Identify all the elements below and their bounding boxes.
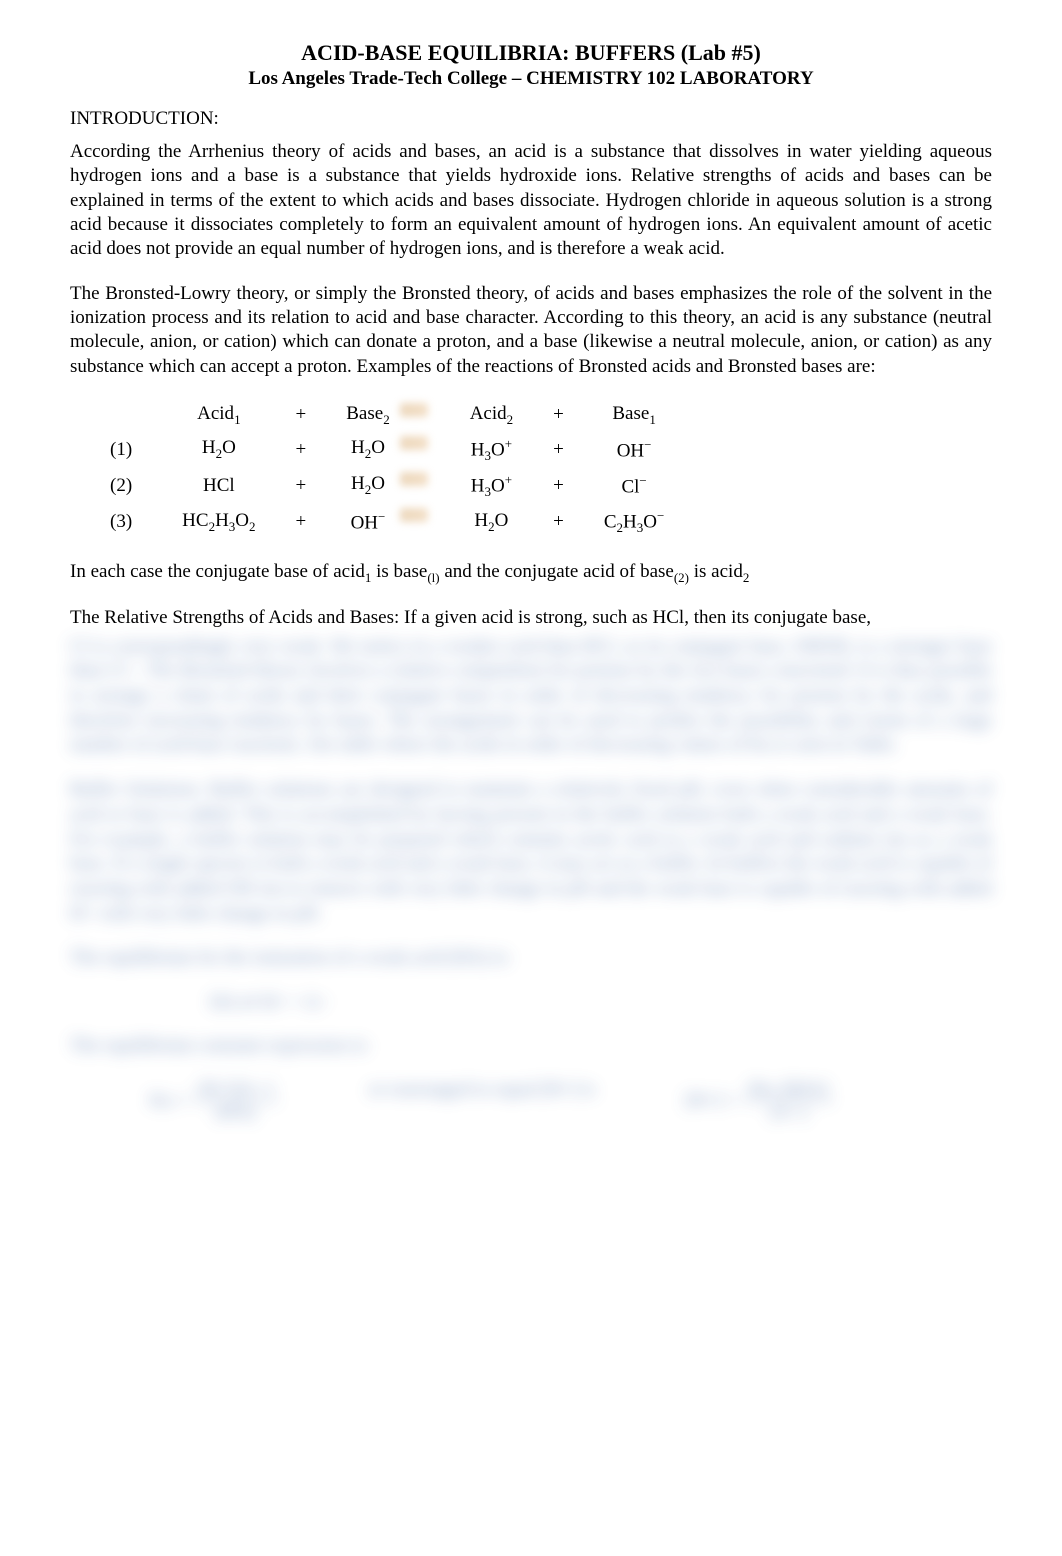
section-heading-introduction: INTRODUCTION: <box>70 108 992 130</box>
arrow-icon <box>410 468 450 504</box>
row-number: (1) <box>110 432 162 468</box>
paragraph-3: In each case the conjugate base of acid1… <box>70 560 992 586</box>
cell-acid2: H3O+ <box>450 468 533 504</box>
col-acid2: Acid2 <box>450 399 533 432</box>
cell-plus: + <box>533 468 584 504</box>
paragraph-4: The Relative Strengths of Acids and Base… <box>70 606 992 630</box>
cell-plus: + <box>276 504 327 540</box>
col-acid1: Acid1 <box>162 399 275 432</box>
cell-base1: OH− <box>584 432 685 468</box>
cell-acid2: H3O+ <box>450 432 533 468</box>
reaction-table: Acid1 + Base2 Acid2 + Base1 (1) H2O + H2… <box>110 399 684 540</box>
blurred-paragraph: The equilibrium for the ionization of a … <box>70 946 992 971</box>
cell-plus: + <box>533 432 584 468</box>
table-row: (1) H2O + H2O H3O+ + OH− <box>110 432 684 468</box>
cell-base2: OH− <box>326 504 409 540</box>
blurred-content: Cl is correspondingly very weak. We noti… <box>70 635 992 1124</box>
col-base1: Base1 <box>584 399 685 432</box>
blurred-paragraph: Cl is correspondingly very weak. We noti… <box>70 635 992 758</box>
blurred-equation-row: Ka = [H+][A−][HA] or rearranged to equal… <box>150 1079 992 1124</box>
blurred-paragraph: The equilibrium constant expression is: <box>70 1034 992 1059</box>
cell-acid1: H2O <box>162 432 275 468</box>
paragraph-2: The Bronsted-Lowry theory, or simply the… <box>70 282 992 379</box>
page-subtitle: Los Angeles Trade-Tech College – CHEMIST… <box>70 68 992 90</box>
col-base2: Base2 <box>326 399 409 432</box>
blurred-paragraph: Buffer Solutions: Buffer solutions are d… <box>70 778 992 926</box>
cell-acid1: HC2H3O2 <box>162 504 275 540</box>
cell-acid1: HCl <box>162 468 275 504</box>
cell-base1: C2H3O− <box>584 504 685 540</box>
page-title: ACID-BASE EQUILIBRIA: BUFFERS (Lab #5) <box>70 40 992 66</box>
cell-base1: Cl− <box>584 468 685 504</box>
table-row: (3) HC2H3O2 + OH− H2O + C2H3O− <box>110 504 684 540</box>
cell-plus: + <box>276 468 327 504</box>
blurred-equation: HA ⇌ H+ + A− <box>210 991 992 1014</box>
paragraph-1: According the Arrhenius theory of acids … <box>70 140 992 262</box>
cell-acid2: H2O <box>450 504 533 540</box>
cell-plus: + <box>533 504 584 540</box>
cell-base2: H2O <box>326 432 409 468</box>
arrow-icon <box>410 432 450 468</box>
arrow-icon <box>410 399 450 432</box>
row-number: (3) <box>110 504 162 540</box>
col-plus: + <box>533 399 584 432</box>
arrow-icon <box>410 504 450 540</box>
cell-base2: H2O <box>326 468 409 504</box>
cell-plus: + <box>276 432 327 468</box>
col-plus: + <box>276 399 327 432</box>
table-header-row: Acid1 + Base2 Acid2 + Base1 <box>110 399 684 432</box>
table-row: (2) HCl + H2O H3O+ + Cl− <box>110 468 684 504</box>
row-number: (2) <box>110 468 162 504</box>
